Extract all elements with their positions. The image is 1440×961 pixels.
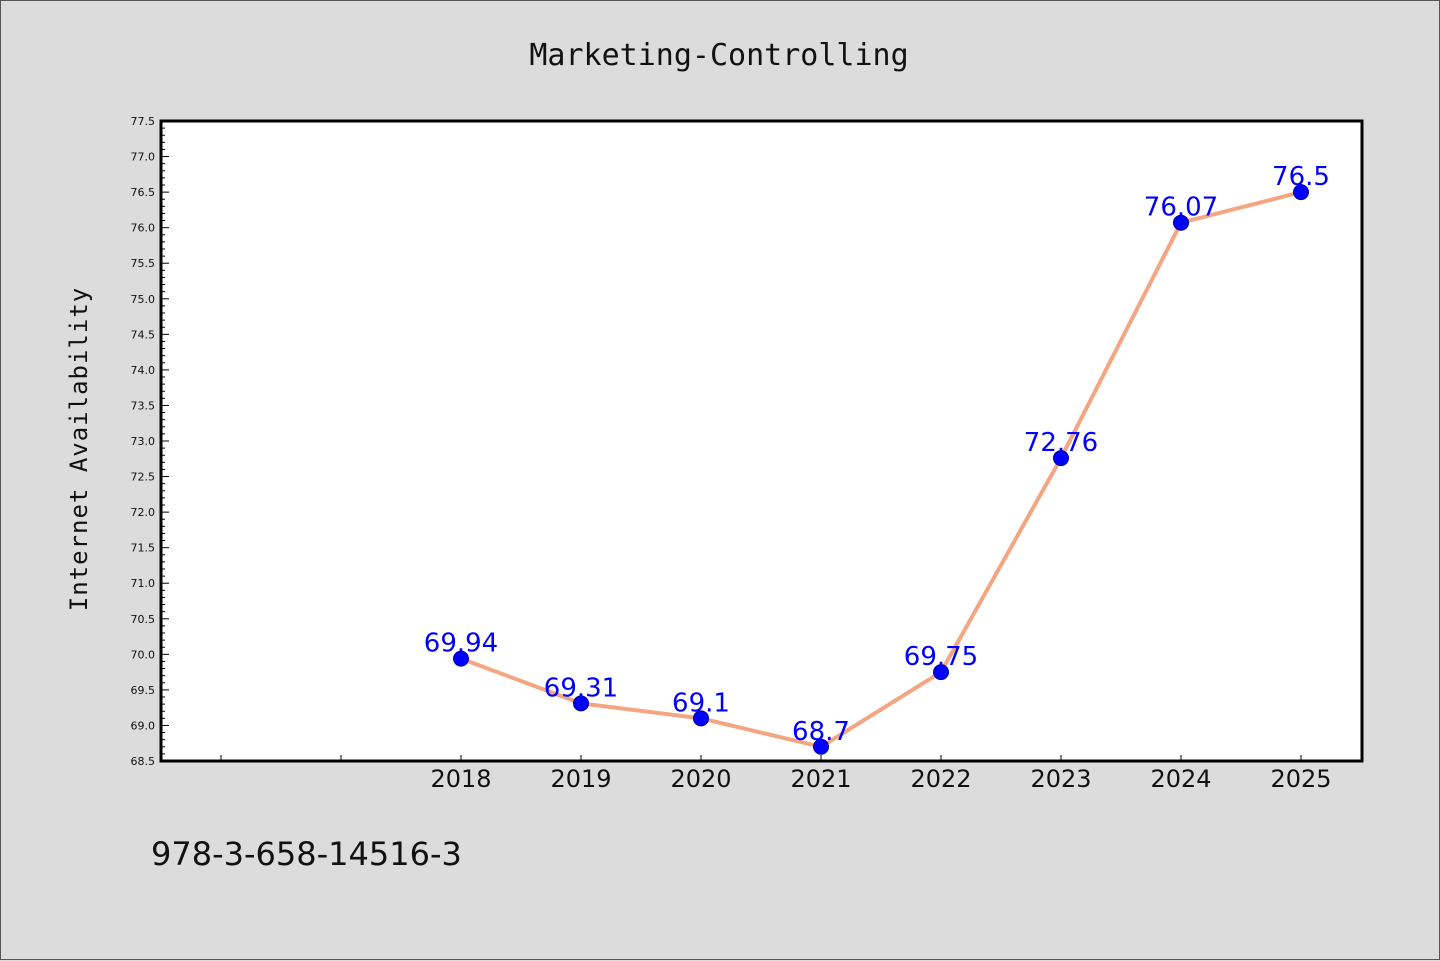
plot-area	[161, 121, 1362, 761]
x-tick-label: 2024	[1150, 765, 1211, 793]
y-tick-label: 71.5	[131, 542, 156, 555]
y-tick-label: 69.0	[131, 719, 156, 732]
x-tick-label: 2025	[1270, 765, 1331, 793]
y-tick-label: 75.5	[131, 257, 156, 270]
y-tick-label: 70.5	[131, 613, 156, 626]
data-label: 69.1	[672, 688, 730, 718]
x-tick-label: 2019	[550, 765, 611, 793]
data-series: 69.94 69.31 69.1 68.7 69.75 72.76 76.07 76.5	[424, 162, 1330, 755]
y-tick-label: 72.0	[131, 506, 156, 519]
data-point	[693, 710, 709, 727]
data-point	[1053, 450, 1069, 467]
data-point	[933, 664, 949, 681]
data-point	[1293, 184, 1309, 201]
plot-border	[159, 119, 1364, 763]
data-point	[573, 695, 589, 712]
x-axis-ticks: 2018 2019 2020 2021 2022 2023 2024 2025	[220, 755, 1332, 793]
y-tick-label: 77.0	[131, 151, 156, 164]
y-tick-label: 69.5	[131, 684, 156, 697]
data-point	[453, 650, 469, 667]
data-label: 69.75	[904, 642, 978, 672]
x-tick-label: 2022	[910, 765, 971, 793]
data-label: 76.5	[1272, 162, 1330, 192]
y-tick-label: 75.0	[131, 293, 156, 306]
data-label: 72.76	[1024, 428, 1098, 458]
data-label: 69.94	[424, 629, 498, 659]
y-tick-label: 76.5	[131, 186, 156, 199]
y-tick-label: 74.5	[131, 328, 156, 341]
y-tick-label: 68.5	[131, 755, 156, 768]
data-label: 76.07	[1144, 193, 1218, 223]
x-tick-label: 2020	[670, 765, 731, 793]
y-tick-label: 76.0	[131, 222, 156, 235]
y-axis-label: Internet Availability	[65, 287, 93, 611]
data-label: 68.7	[792, 717, 850, 747]
data-point	[813, 738, 829, 755]
x-tick-label: 2023	[1030, 765, 1091, 793]
data-point	[1173, 214, 1189, 231]
y-tick-label: 77.5	[131, 115, 156, 128]
y-tick-label: 72.5	[131, 471, 156, 484]
isbn-text: 978-3-658-14516-3	[151, 835, 462, 873]
y-tick-label: 74.0	[131, 364, 156, 377]
series-line	[460, 190, 1302, 749]
chart-title: Marketing-Controlling	[529, 38, 908, 73]
data-label: 69.31	[544, 673, 618, 703]
x-tick-label: 2018	[430, 765, 491, 793]
y-tick-label: 73.0	[131, 435, 156, 448]
y-tick-label: 73.5	[131, 399, 156, 412]
y-tick-label: 71.0	[131, 577, 156, 590]
x-tick-label: 2021	[790, 765, 851, 793]
y-tick-label: 70.0	[131, 648, 156, 661]
